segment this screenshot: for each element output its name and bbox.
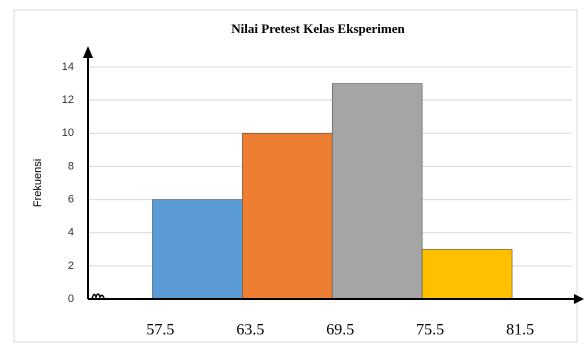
x-axis-arrow — [574, 294, 584, 304]
bar — [152, 199, 243, 300]
y-tick-label: 2 — [68, 260, 74, 272]
y-axis-label: Frekuensi — [32, 159, 44, 207]
chart-title: Nilai Pretest Kelas Eksperimen — [231, 21, 405, 36]
y-tick-label: 12 — [62, 94, 74, 106]
bar — [331, 83, 423, 300]
y-tick-label: 0 — [68, 293, 74, 305]
x-tick-label: 69.5 — [326, 322, 354, 339]
y-tick-label: 6 — [68, 193, 74, 205]
x-tick-label: 75.5 — [416, 322, 444, 339]
y-tick-label: 4 — [68, 227, 74, 239]
y-tick-label: 14 — [62, 61, 74, 73]
bar — [421, 248, 513, 300]
y-tick-label: 10 — [62, 127, 74, 139]
axis-break — [91, 293, 105, 300]
x-tick-label: 57.5 — [146, 322, 174, 339]
y-axis-arrow — [83, 46, 93, 58]
x-tick-label: 81.5 — [506, 322, 534, 339]
y-tick-label: 8 — [68, 160, 74, 172]
bar — [242, 132, 333, 300]
x-tick-label: 63.5 — [236, 322, 264, 339]
